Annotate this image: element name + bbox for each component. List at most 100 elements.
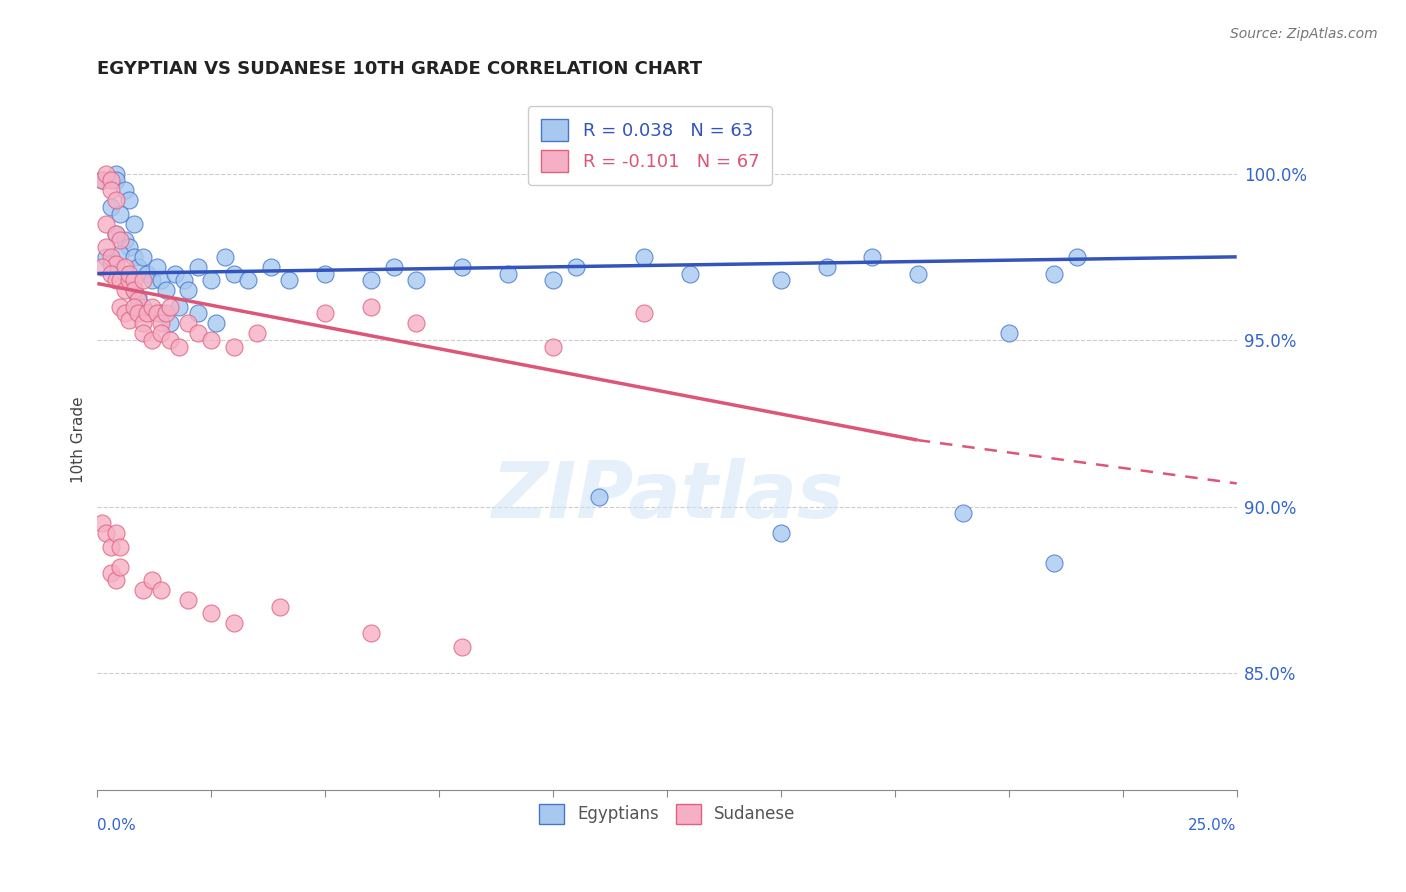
Point — [114, 306, 136, 320]
Point — [187, 260, 209, 274]
Point — [405, 273, 427, 287]
Point — [541, 273, 564, 287]
Point — [187, 306, 209, 320]
Point — [136, 306, 159, 320]
Point — [633, 306, 655, 320]
Point — [118, 240, 141, 254]
Text: EGYPTIAN VS SUDANESE 10TH GRADE CORRELATION CHART: EGYPTIAN VS SUDANESE 10TH GRADE CORRELAT… — [97, 60, 703, 78]
Point — [118, 273, 141, 287]
Point — [200, 273, 222, 287]
Point — [100, 566, 122, 581]
Point — [108, 273, 131, 287]
Point — [114, 183, 136, 197]
Point — [118, 313, 141, 327]
Point — [860, 250, 883, 264]
Point — [815, 260, 838, 274]
Point — [360, 300, 382, 314]
Point — [1043, 557, 1066, 571]
Point — [177, 317, 200, 331]
Point — [104, 256, 127, 270]
Text: 0.0%: 0.0% — [97, 818, 136, 833]
Point — [118, 193, 141, 207]
Point — [269, 599, 291, 614]
Point — [163, 267, 186, 281]
Point — [127, 306, 149, 320]
Point — [314, 267, 336, 281]
Point — [96, 240, 118, 254]
Point — [104, 573, 127, 587]
Point — [1066, 250, 1088, 264]
Point — [100, 256, 122, 270]
Point — [108, 233, 131, 247]
Point — [96, 526, 118, 541]
Point — [246, 326, 269, 341]
Point — [150, 273, 173, 287]
Point — [159, 300, 181, 314]
Point — [141, 573, 163, 587]
Point — [360, 626, 382, 640]
Point — [382, 260, 405, 274]
Text: Source: ZipAtlas.com: Source: ZipAtlas.com — [1230, 27, 1378, 41]
Point — [769, 273, 792, 287]
Point — [405, 317, 427, 331]
Point — [100, 540, 122, 554]
Point — [104, 526, 127, 541]
Point — [96, 167, 118, 181]
Point — [132, 250, 155, 264]
Y-axis label: 10th Grade: 10th Grade — [72, 397, 86, 483]
Point — [122, 283, 145, 297]
Point — [145, 260, 167, 274]
Point — [136, 267, 159, 281]
Point — [118, 267, 141, 281]
Point — [150, 582, 173, 597]
Point — [104, 273, 127, 287]
Point — [100, 173, 122, 187]
Point — [108, 540, 131, 554]
Point — [118, 273, 141, 287]
Point — [541, 340, 564, 354]
Point — [104, 167, 127, 181]
Point — [314, 306, 336, 320]
Point — [588, 490, 610, 504]
Point — [122, 283, 145, 297]
Point — [127, 260, 149, 274]
Point — [122, 217, 145, 231]
Point — [100, 183, 122, 197]
Point — [679, 267, 702, 281]
Point — [173, 273, 195, 287]
Point — [236, 273, 259, 287]
Point — [187, 326, 209, 341]
Point — [150, 326, 173, 341]
Text: ZIPatlas: ZIPatlas — [491, 458, 844, 534]
Point — [132, 582, 155, 597]
Point — [159, 317, 181, 331]
Point — [769, 526, 792, 541]
Point — [100, 250, 122, 264]
Point — [451, 640, 474, 654]
Point — [177, 283, 200, 297]
Point — [96, 217, 118, 231]
Point — [222, 340, 245, 354]
Point — [155, 283, 177, 297]
Point — [1043, 267, 1066, 281]
Point — [114, 267, 136, 281]
Point — [907, 267, 929, 281]
Point — [114, 283, 136, 297]
Point — [108, 246, 131, 260]
Point — [259, 260, 281, 274]
Point — [108, 559, 131, 574]
Point — [104, 173, 127, 187]
Point — [104, 227, 127, 241]
Point — [496, 267, 519, 281]
Point — [141, 273, 163, 287]
Point — [141, 333, 163, 347]
Point — [132, 326, 155, 341]
Point — [104, 227, 127, 241]
Point — [200, 333, 222, 347]
Point — [141, 300, 163, 314]
Point — [122, 250, 145, 264]
Point — [90, 260, 112, 274]
Legend: Egyptians, Sudanese: Egyptians, Sudanese — [531, 797, 801, 830]
Point — [122, 273, 145, 287]
Point — [205, 317, 228, 331]
